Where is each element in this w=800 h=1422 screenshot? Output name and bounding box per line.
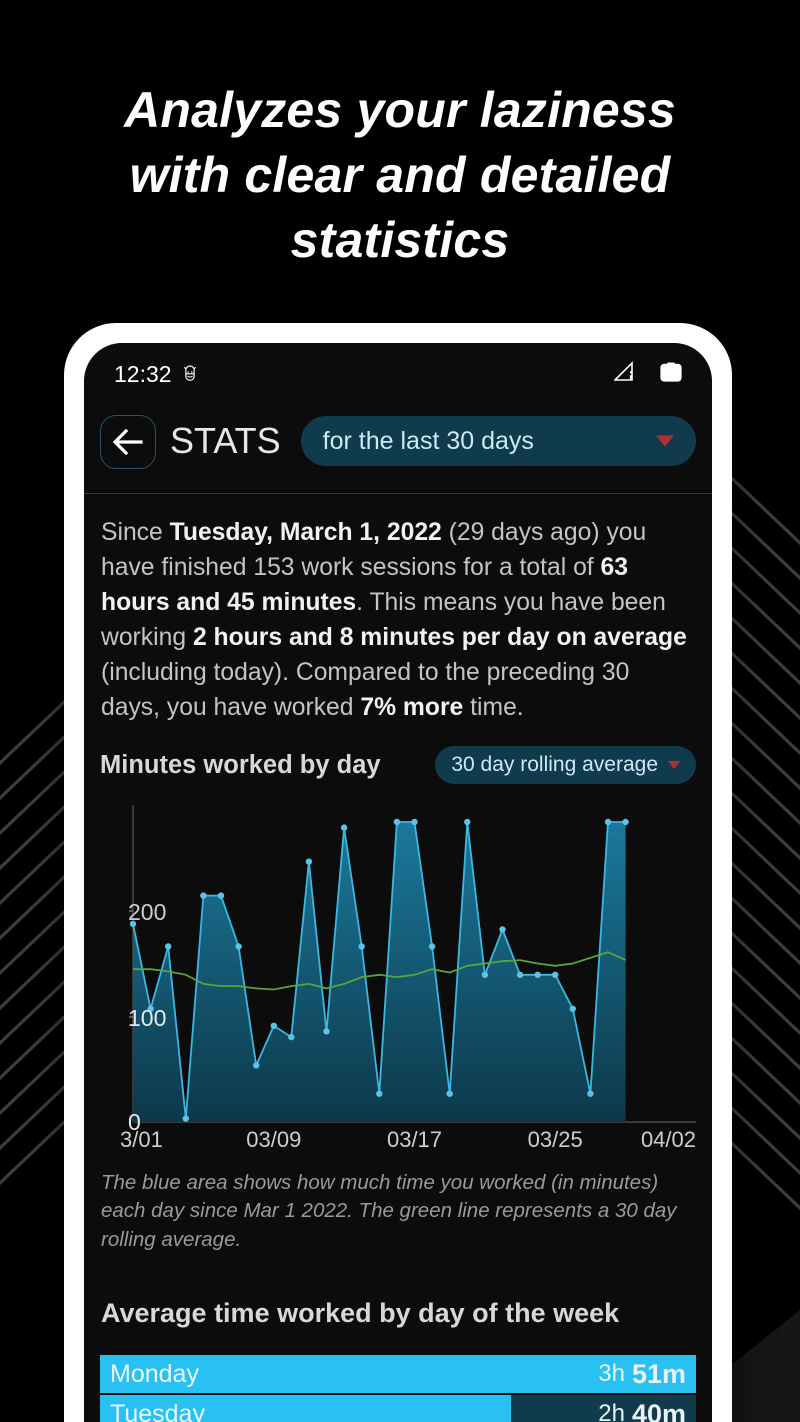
- svg-text:03/09: 03/09: [246, 1127, 301, 1152]
- svg-text:03/17: 03/17: [387, 1127, 442, 1152]
- svg-text:04/02: 04/02: [641, 1127, 696, 1152]
- svg-text:3/01: 3/01: [120, 1127, 163, 1152]
- svg-text:200: 200: [128, 899, 166, 925]
- svg-text:100: 100: [128, 1005, 166, 1031]
- svg-text:03/25: 03/25: [528, 1127, 583, 1152]
